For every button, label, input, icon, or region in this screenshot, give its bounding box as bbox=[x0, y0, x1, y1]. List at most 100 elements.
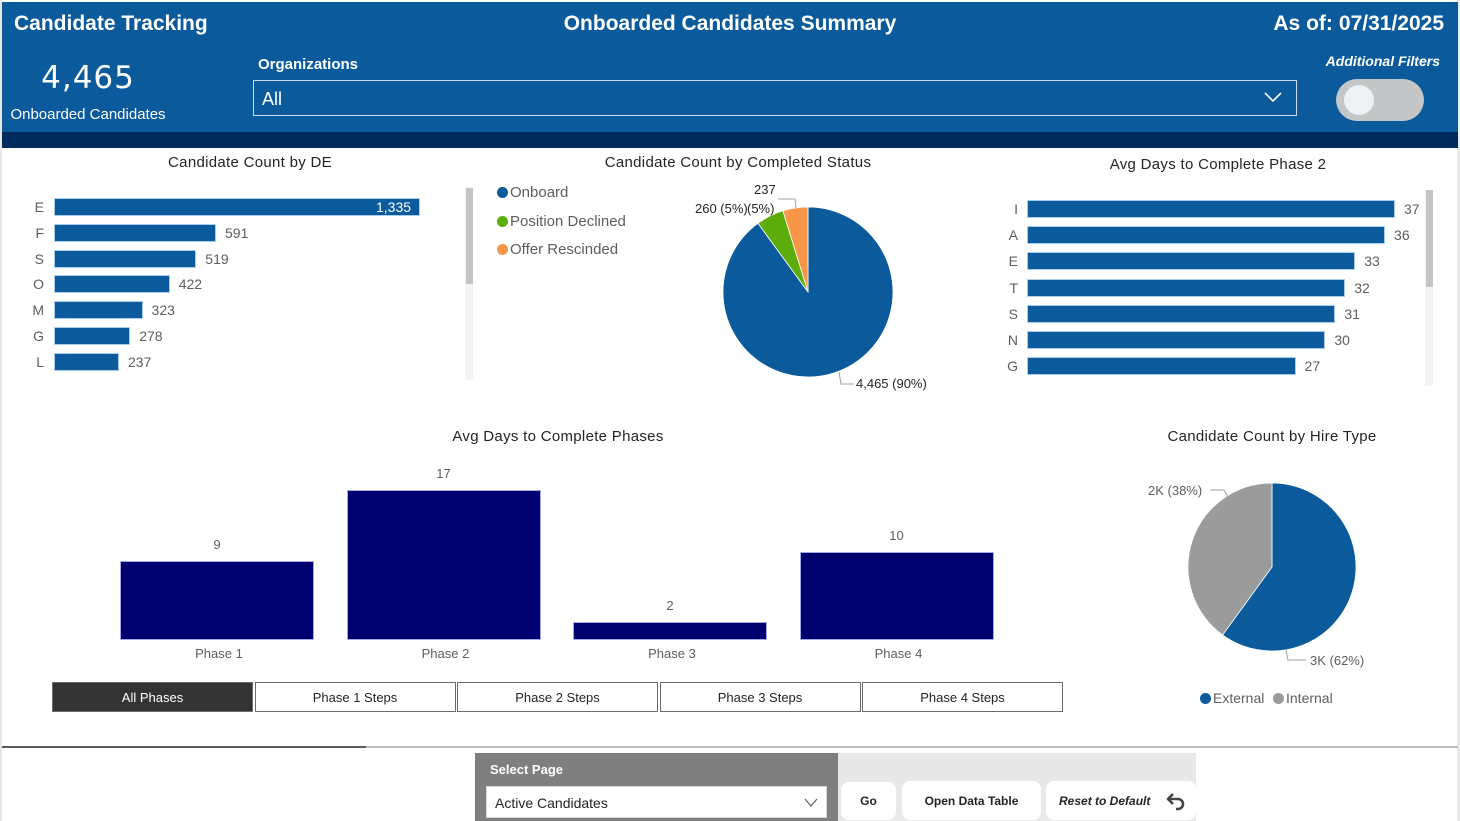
kpi-onboarded-value: 4,465 bbox=[41, 60, 135, 96]
go-button[interactable]: Go bbox=[841, 782, 896, 820]
as-of-date: As of: 07/31/2025 bbox=[1273, 12, 1444, 36]
phase-button-phase-4-steps[interactable]: Phase 4 Steps bbox=[862, 682, 1063, 712]
legend-label: Internal bbox=[1286, 690, 1333, 706]
bar bbox=[54, 198, 420, 216]
bar-category-label: I bbox=[1014, 201, 1018, 217]
bar bbox=[1027, 278, 1346, 297]
additional-filters-label: Additional Filters bbox=[1325, 53, 1440, 69]
pie-slice-offer-rescinded bbox=[782, 206, 809, 293]
bar-data-label: 422 bbox=[178, 276, 203, 293]
bar-category-label: O bbox=[33, 276, 44, 293]
bar bbox=[54, 301, 143, 320]
open-data-table-button[interactable]: Open Data Table bbox=[902, 781, 1041, 820]
legend-item: Offer Rescinded bbox=[497, 241, 618, 258]
bar-data-label: 27 bbox=[1304, 358, 1321, 375]
phase-button-all-phases[interactable]: All Phases bbox=[52, 682, 253, 712]
organizations-label: Organizations bbox=[258, 56, 359, 73]
bar-data-label: 519 bbox=[205, 250, 229, 267]
bar-category-label: L bbox=[36, 353, 44, 370]
legend-label: Position Declined bbox=[510, 212, 626, 230]
leader-line-onboard bbox=[838, 371, 854, 385]
column-bar bbox=[799, 551, 994, 640]
bar-data-label: 323 bbox=[151, 302, 175, 319]
legend-dot-icon bbox=[1273, 692, 1284, 704]
column-bar bbox=[346, 490, 541, 640]
bar-data-label: 33 bbox=[1364, 253, 1380, 270]
legend-item: Internal bbox=[1273, 690, 1333, 706]
bar-category-label: G bbox=[1007, 358, 1018, 375]
legend-label: Offer Rescinded bbox=[510, 241, 619, 258]
chart-completed-status bbox=[722, 198, 894, 385]
column-category-label: Phase 2 bbox=[421, 646, 470, 661]
bar-category-label: F bbox=[35, 224, 44, 241]
phase-button-phase-2-steps[interactable]: Phase 2 Steps bbox=[457, 682, 658, 712]
phase-button-phase-1-steps[interactable]: Phase 1 Steps bbox=[254, 682, 456, 712]
legend-item: External bbox=[1200, 690, 1264, 706]
select-page-dropdown[interactable]: Active Candidates bbox=[486, 786, 827, 818]
de-chart-scroll-thumb[interactable] bbox=[466, 188, 473, 284]
bar bbox=[54, 223, 217, 242]
column-data-label: 2 bbox=[666, 598, 674, 614]
legend-item: Onboard bbox=[497, 184, 568, 201]
bar bbox=[54, 275, 170, 294]
pie-label-offer-rescinded-count: 237 bbox=[754, 182, 776, 197]
organizations-dropdown[interactable]: All bbox=[253, 80, 1297, 116]
bar-category-label: S bbox=[1008, 305, 1018, 322]
reset-to-default-button[interactable]: Reset to Default bbox=[1046, 781, 1196, 820]
bar-category-label: N bbox=[1007, 332, 1018, 348]
phase2-chart-scroll-thumb[interactable] bbox=[1426, 190, 1433, 287]
bar bbox=[54, 249, 197, 268]
legend-label: Onboard bbox=[510, 184, 569, 201]
column-data-label: 17 bbox=[436, 466, 451, 481]
legend-dot-icon bbox=[1200, 692, 1211, 704]
chart-title-completed-status: Candidate Count by Completed Status bbox=[604, 154, 872, 171]
bar-data-label: 1,335 bbox=[376, 199, 412, 215]
bar bbox=[1027, 357, 1296, 376]
bar-data-label: 237 bbox=[127, 353, 152, 370]
bar-data-label: 32 bbox=[1354, 279, 1370, 296]
frame-border-right bbox=[1457, 0, 1460, 821]
pie-label-onboard: 4,465 (90%) bbox=[856, 376, 927, 391]
section-divider-light bbox=[366, 746, 1458, 748]
chevron-down-icon bbox=[804, 798, 818, 807]
legend-item: Position Declined bbox=[497, 213, 626, 230]
pie-slice-internal bbox=[1187, 482, 1273, 636]
bar-category-label: G bbox=[33, 328, 44, 344]
bar bbox=[54, 327, 131, 345]
page-title: Onboarded Candidates Summary bbox=[563, 12, 897, 35]
organizations-value: All bbox=[262, 89, 283, 109]
bar-category-label: E bbox=[1008, 253, 1018, 270]
bar-data-label: 36 bbox=[1394, 227, 1410, 244]
bar-category-label: T bbox=[1009, 279, 1018, 296]
leader-line-external bbox=[1285, 649, 1306, 661]
phase2-chart-scrollbar[interactable] bbox=[1425, 190, 1433, 386]
bar-category-label: E bbox=[34, 199, 44, 215]
bar-data-label: 31 bbox=[1344, 305, 1360, 322]
additional-filters-toggle[interactable] bbox=[1336, 79, 1424, 121]
bar-data-label: 37 bbox=[1404, 201, 1420, 217]
bar-category-label: M bbox=[32, 302, 44, 319]
pie-label-offer-rescinded-pct: (5%) bbox=[747, 201, 775, 216]
toggle-knob bbox=[1344, 85, 1374, 115]
chart-title-hire-type: Candidate Count by Hire Type bbox=[1167, 428, 1377, 445]
pie-label-internal: 2K (38%) bbox=[1148, 483, 1203, 498]
leader-line-internal bbox=[1210, 489, 1229, 498]
chart-title-phase2-days: Avg Days to Complete Phase 2 bbox=[1109, 156, 1327, 173]
chevron-down-icon bbox=[1264, 92, 1282, 103]
kpi-onboarded-label: Onboarded Candidates bbox=[10, 106, 166, 123]
column-data-label: 9 bbox=[213, 536, 221, 552]
legend-dot-icon bbox=[497, 187, 508, 198]
header-band bbox=[2, 132, 1458, 148]
chart-title-de-count: Candidate Count by DE bbox=[168, 154, 332, 171]
legend-label: External bbox=[1213, 690, 1265, 706]
frame-border-left bbox=[0, 0, 2, 821]
column-bar bbox=[120, 560, 314, 640]
as-of-label: As of: bbox=[1273, 12, 1333, 35]
bar bbox=[1027, 252, 1356, 271]
bar-category-label: A bbox=[1008, 227, 1018, 244]
bar bbox=[54, 352, 119, 371]
phase-button-phase-3-steps[interactable]: Phase 3 Steps bbox=[659, 682, 861, 712]
column-data-label: 10 bbox=[889, 527, 904, 543]
reset-to-default-label: Reset to Default bbox=[1059, 793, 1151, 808]
select-page-label: Select Page bbox=[490, 762, 563, 777]
